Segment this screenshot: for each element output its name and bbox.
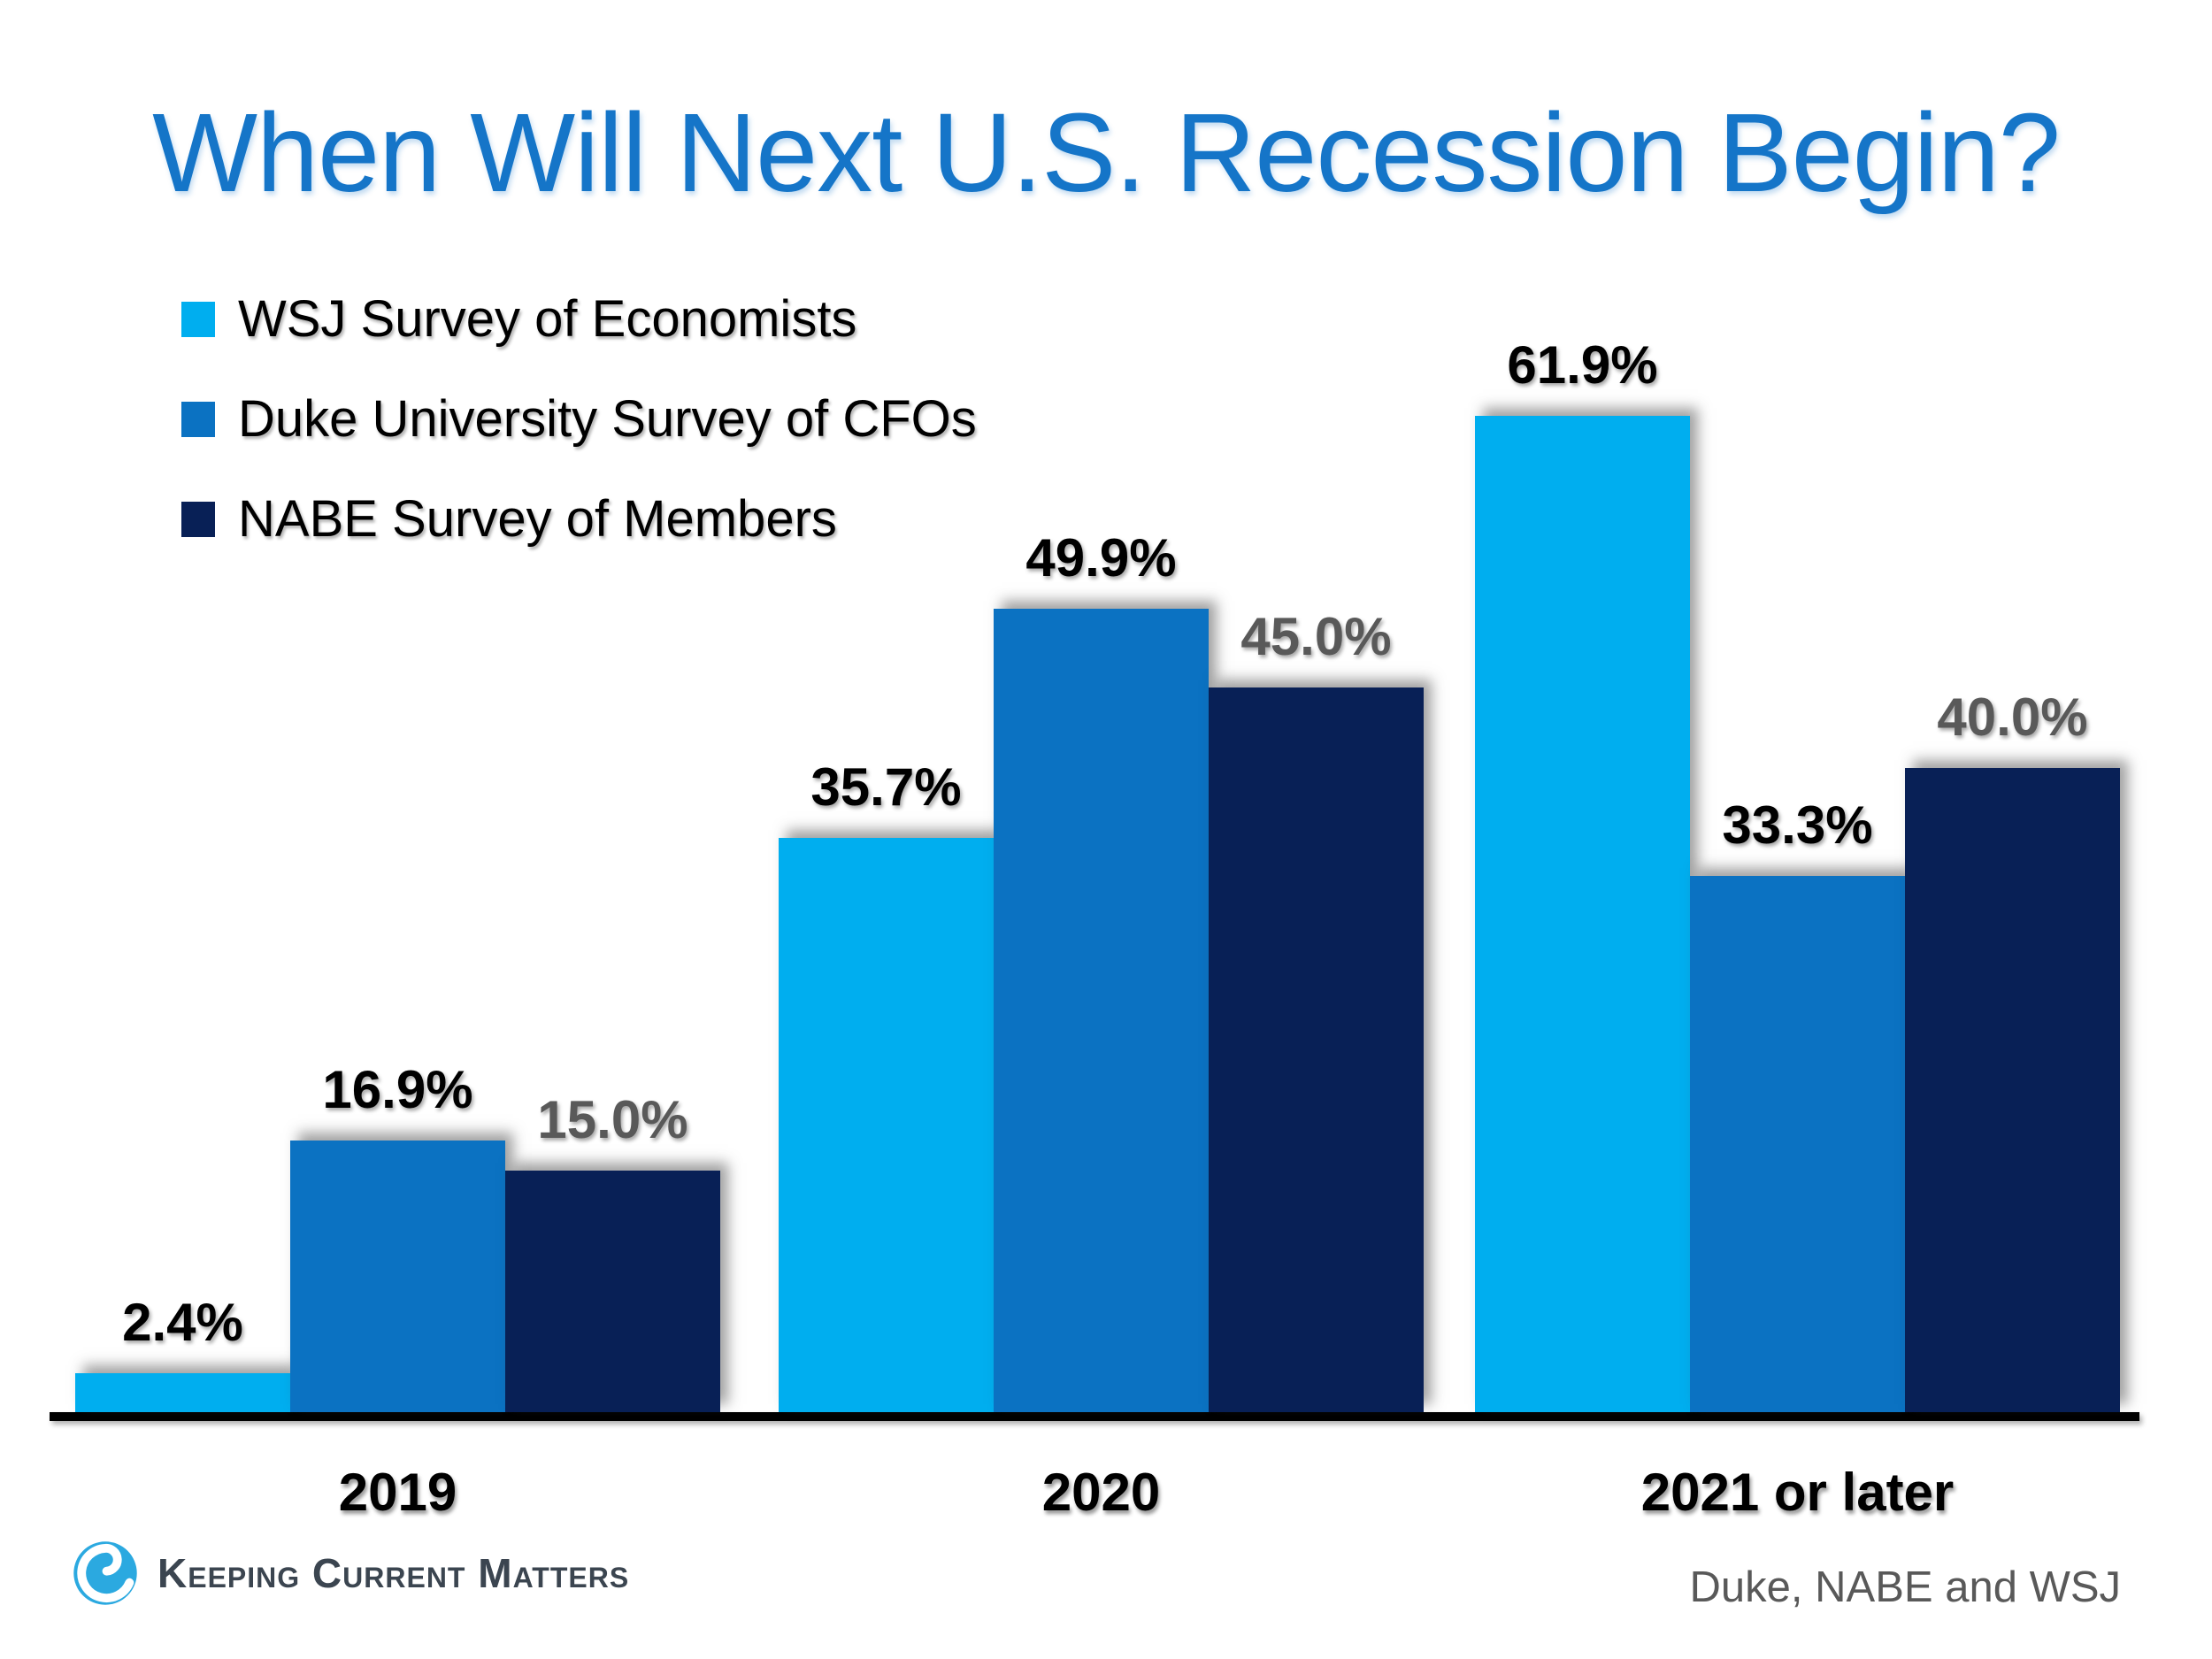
x-axis-category-label: 2020	[1041, 1463, 1161, 1522]
bar	[779, 838, 994, 1412]
bar	[1905, 768, 2120, 1412]
bar-value-label: 2.4%	[122, 1293, 243, 1352]
swirl-icon	[73, 1541, 137, 1605]
legend-label: Duke University Survey of CFOs	[238, 390, 977, 448]
bar-column: 61.9%	[1475, 334, 1690, 1412]
bar	[1690, 876, 1905, 1412]
brand-name: Keeping Current Matters	[157, 1550, 630, 1596]
bar-column: 35.7%	[779, 757, 994, 1412]
bar-value-label: 15.0%	[537, 1090, 688, 1149]
bar-group: 61.9% 33.3% 40.0%	[1475, 334, 2120, 1412]
legend-label: NABE Survey of Members	[238, 490, 837, 548]
bar-column: 40.0%	[1905, 687, 2120, 1412]
legend-swatch-icon	[181, 301, 215, 337]
bar-value-label: 40.0%	[1937, 687, 2088, 747]
bar-value-label: 16.9%	[322, 1060, 473, 1119]
legend-swatch-icon	[181, 401, 215, 437]
bar	[290, 1141, 505, 1412]
bar-column: 16.9%	[290, 1059, 505, 1412]
bar-group: 35.7% 49.9% 45.0%	[779, 527, 1424, 1412]
bar	[1209, 687, 1424, 1412]
x-axis-category-label: 2021 or later	[1640, 1463, 1955, 1522]
bar-value-label: 33.3%	[1722, 795, 1873, 855]
legend-label: WSJ Survey of Economists	[238, 290, 857, 348]
bar-column: 45.0%	[1209, 606, 1424, 1412]
bar-value-label: 61.9%	[1507, 335, 1658, 395]
legend-item: NABE Survey of Members	[181, 489, 977, 549]
bar-value-label: 49.9%	[1025, 528, 1177, 588]
legend: WSJ Survey of Economists Duke University …	[181, 289, 977, 549]
bar	[1475, 416, 1690, 1412]
bar	[75, 1373, 290, 1412]
bar-group: 2.4% 16.9% 15.0%	[75, 1059, 720, 1412]
bar	[505, 1171, 720, 1412]
x-axis-category-label: 2019	[338, 1463, 457, 1522]
bar-value-label: 35.7%	[810, 757, 962, 817]
source-attribution: Duke, NABE and WSJ	[1689, 1563, 2121, 1611]
bar	[994, 609, 1209, 1412]
legend-item: Duke University Survey of CFOs	[181, 389, 977, 449]
legend-item: WSJ Survey of Economists	[181, 289, 977, 349]
bar-column: 49.9%	[994, 527, 1209, 1412]
legend-swatch-icon	[181, 501, 215, 537]
bar-column: 2.4%	[75, 1292, 290, 1412]
bar-column: 33.3%	[1690, 795, 1905, 1412]
kcm-logo: Keeping Current Matters	[71, 1540, 629, 1607]
bar-column: 15.0%	[505, 1089, 720, 1412]
x-axis-line	[50, 1412, 2139, 1421]
chart-title: When Will Next U.S. Recession Begin?	[152, 90, 2061, 215]
bar-value-label: 45.0%	[1240, 607, 1392, 666]
